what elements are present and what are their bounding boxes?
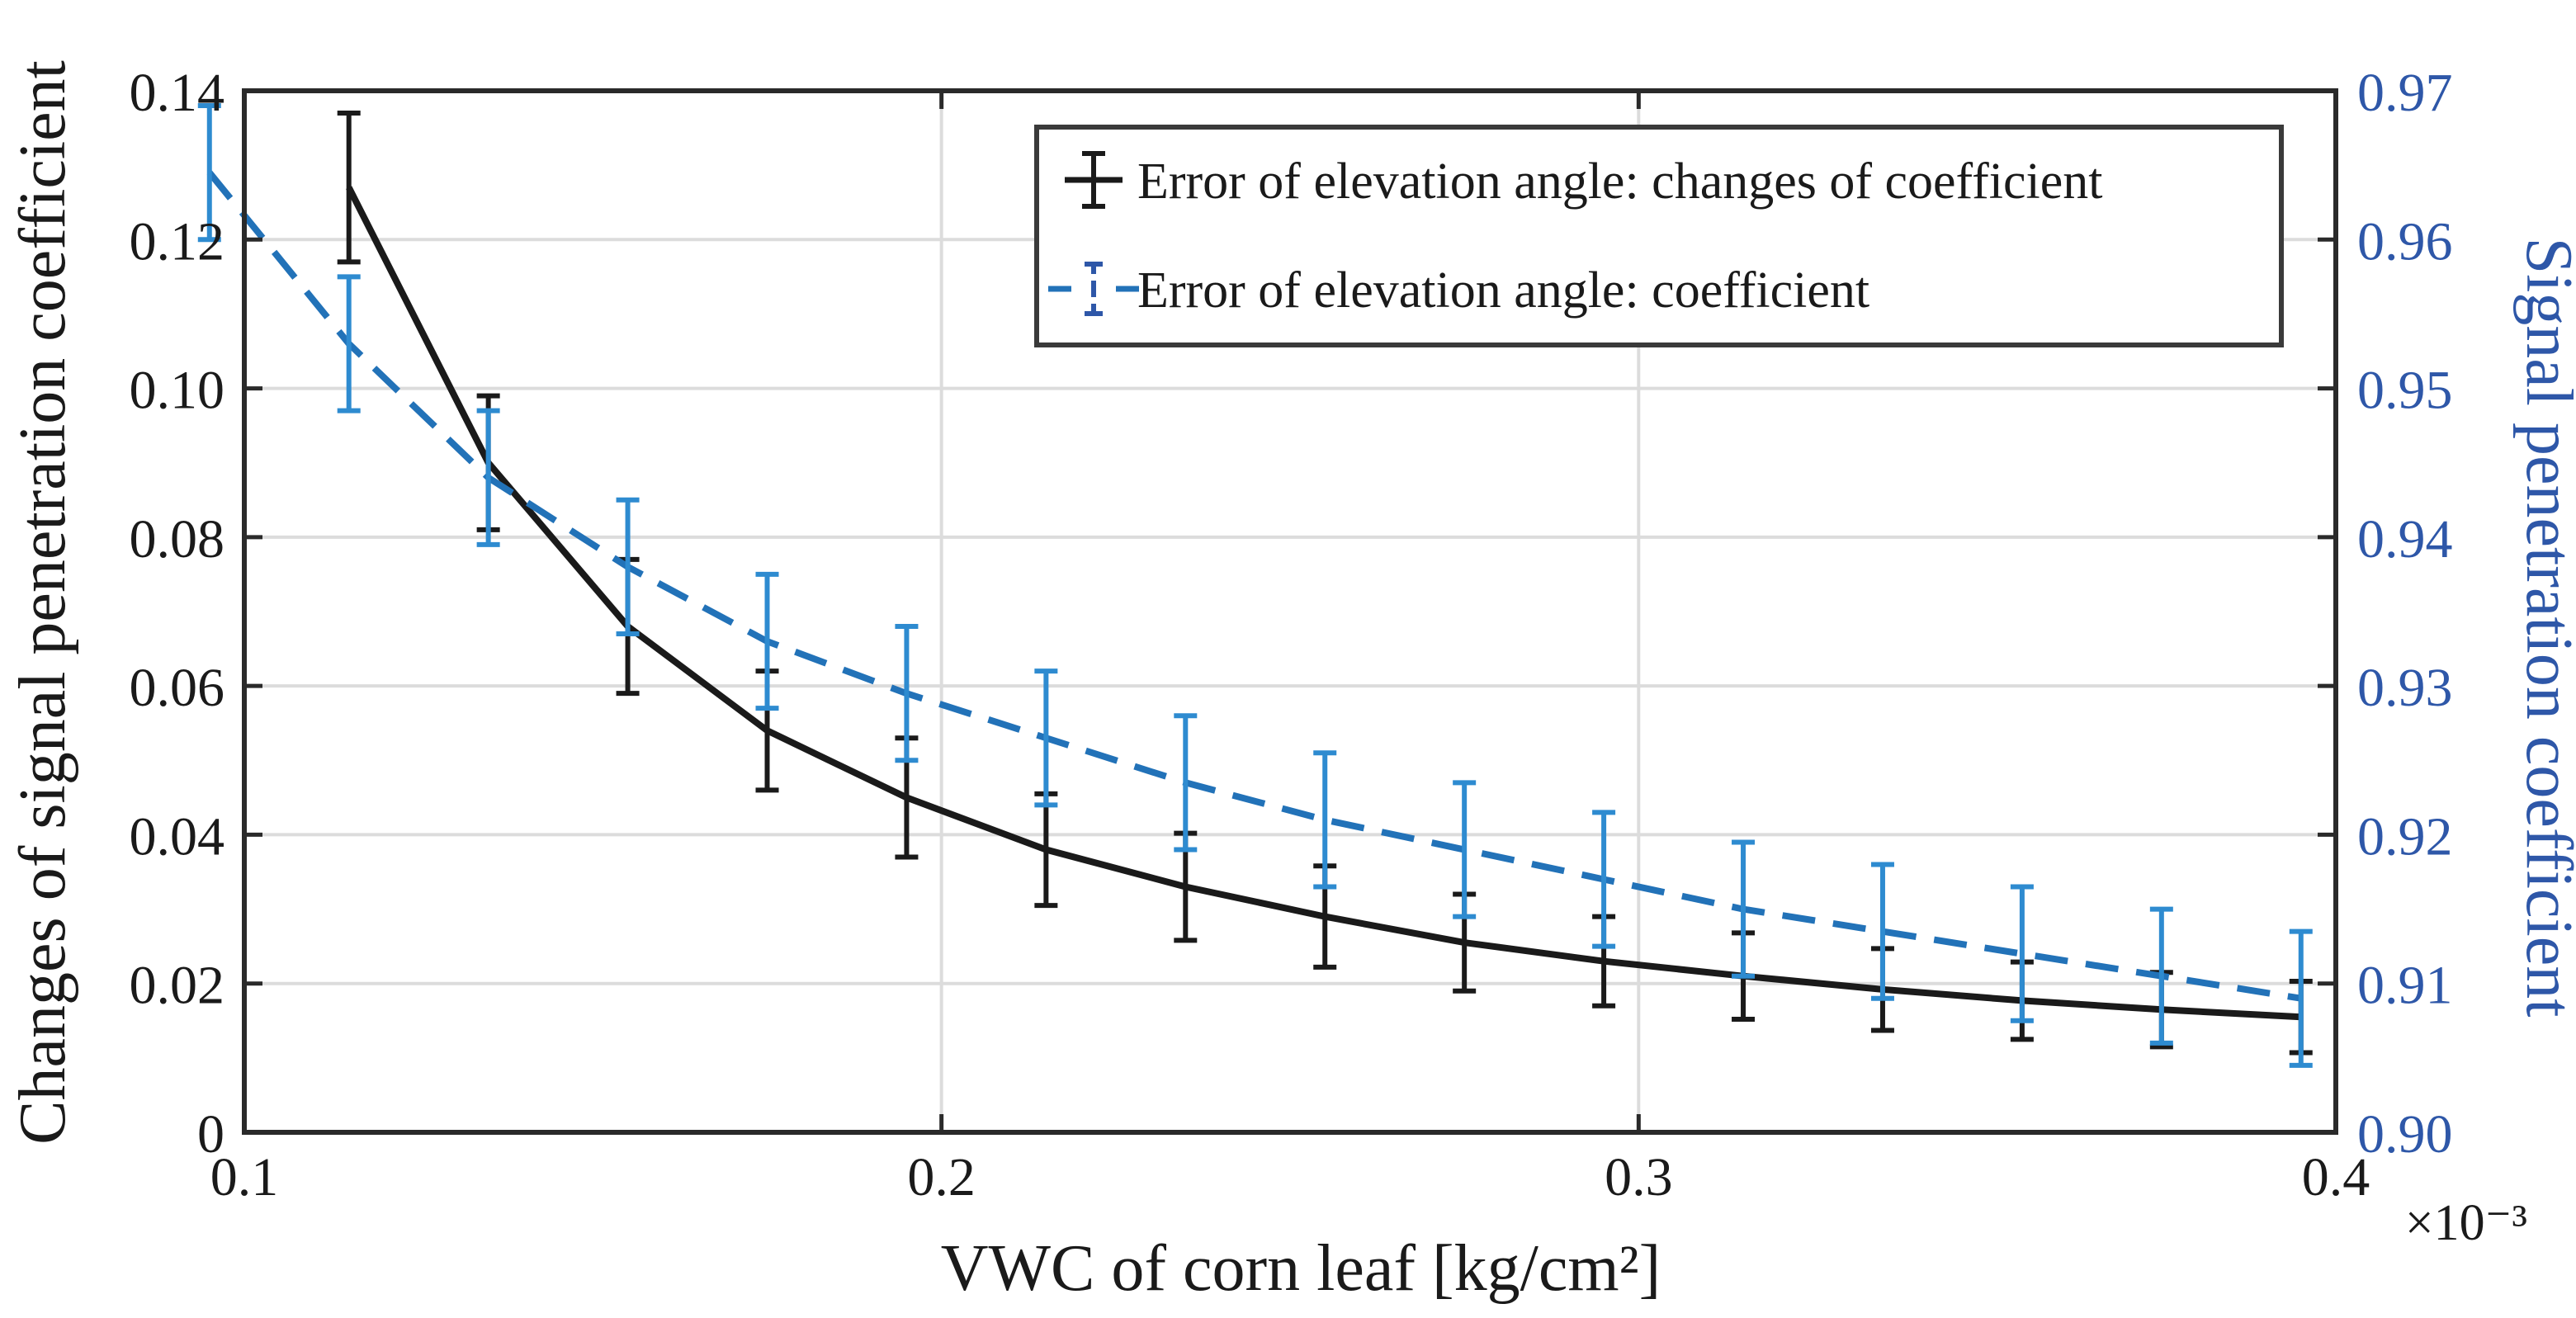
y-right-tick-label: 0.94: [2357, 509, 2453, 569]
series-2-error-bar: [1313, 750, 1337, 890]
legend-box: [1034, 125, 2284, 347]
y-left-tick-label: 0.06: [130, 658, 225, 718]
series-2-line: [206, 170, 2302, 1002]
y-left-tick-label: 0.08: [130, 509, 225, 569]
series-2-error-bar: [197, 103, 221, 243]
series-2-error-bar: [2010, 884, 2034, 1023]
y-right-tick-label: 0.91: [2357, 956, 2453, 1016]
y-right-tick-label: 0.90: [2357, 1104, 2453, 1164]
y-right-tick-label: 0.92: [2357, 806, 2453, 867]
legend-swatch-series-1: [1065, 151, 1123, 209]
series-2-error-bar: [476, 408, 500, 547]
series-2-error-bar: [1870, 862, 1894, 1001]
series-1-error-bar: [337, 111, 361, 265]
y-right-axis-label: Signal penetration coefficient: [2512, 238, 2576, 1018]
x-tick-label: 0.3: [1605, 1147, 1673, 1207]
y-right-tick-label: 0.93: [2357, 658, 2453, 718]
series-2-error-bar: [1034, 668, 1058, 808]
legend-label-series-2: Error of elevation angle: coefficient: [1137, 262, 1869, 319]
y-left-tick-label: 0.12: [130, 211, 225, 272]
series-2-error-bar: [1732, 839, 1756, 979]
series-2-error-bar: [755, 571, 779, 711]
y-left-tick-label: 0: [197, 1104, 225, 1164]
series-2: [197, 103, 2313, 1068]
x-axis-label: VWC of corn leaf [kg/cm²]: [941, 1232, 1661, 1305]
y-right-tick-label: 0.96: [2357, 211, 2453, 272]
series-2-error-bar: [2289, 928, 2313, 1068]
y-left-tick-label: 0.10: [130, 361, 225, 421]
x-tick-label: 0.1: [210, 1147, 279, 1207]
x-tick-label: 0.4: [2302, 1147, 2370, 1207]
y-right-tick-label: 0.97: [2357, 63, 2453, 123]
series-2-error-bar: [1592, 810, 1616, 949]
plot-frame: [242, 88, 2338, 1135]
series-layer: [197, 103, 2313, 1068]
y-left-tick-label: 0.14: [130, 63, 225, 123]
series-2-error-bar: [2149, 906, 2173, 1046]
series-2-error-bar: [1453, 780, 1477, 919]
legend: Error of elevation angle: changes of coe…: [1034, 125, 2284, 347]
grid-lines: [244, 91, 2336, 1132]
series-2-error-bar: [895, 624, 919, 763]
series-2-error-bar: [1174, 713, 1198, 853]
axes: 0.1 0.2 0.3 0.4 0 0.02 0.04 0.06 0.08 0.10 0.12 0.1…: [130, 63, 2453, 1207]
legend-label-series-1: Error of elevation angle: changes of coe…: [1137, 154, 2102, 210]
x-axis-multiplier: ×10⁻³: [2405, 1195, 2527, 1251]
series-2-error-bar: [616, 497, 640, 637]
y-left-tick-label: 0.04: [130, 806, 225, 867]
y-left-tick-label: 0.02: [130, 956, 225, 1016]
y-left-axis-label: Changes of signal penetration coefficien…: [7, 60, 79, 1145]
y-right-tick-label: 0.95: [2357, 361, 2453, 421]
legend-swatch-series-2: [1048, 262, 1139, 316]
series-2-error-bar: [337, 274, 361, 413]
x-tick-label: 0.2: [907, 1147, 976, 1207]
